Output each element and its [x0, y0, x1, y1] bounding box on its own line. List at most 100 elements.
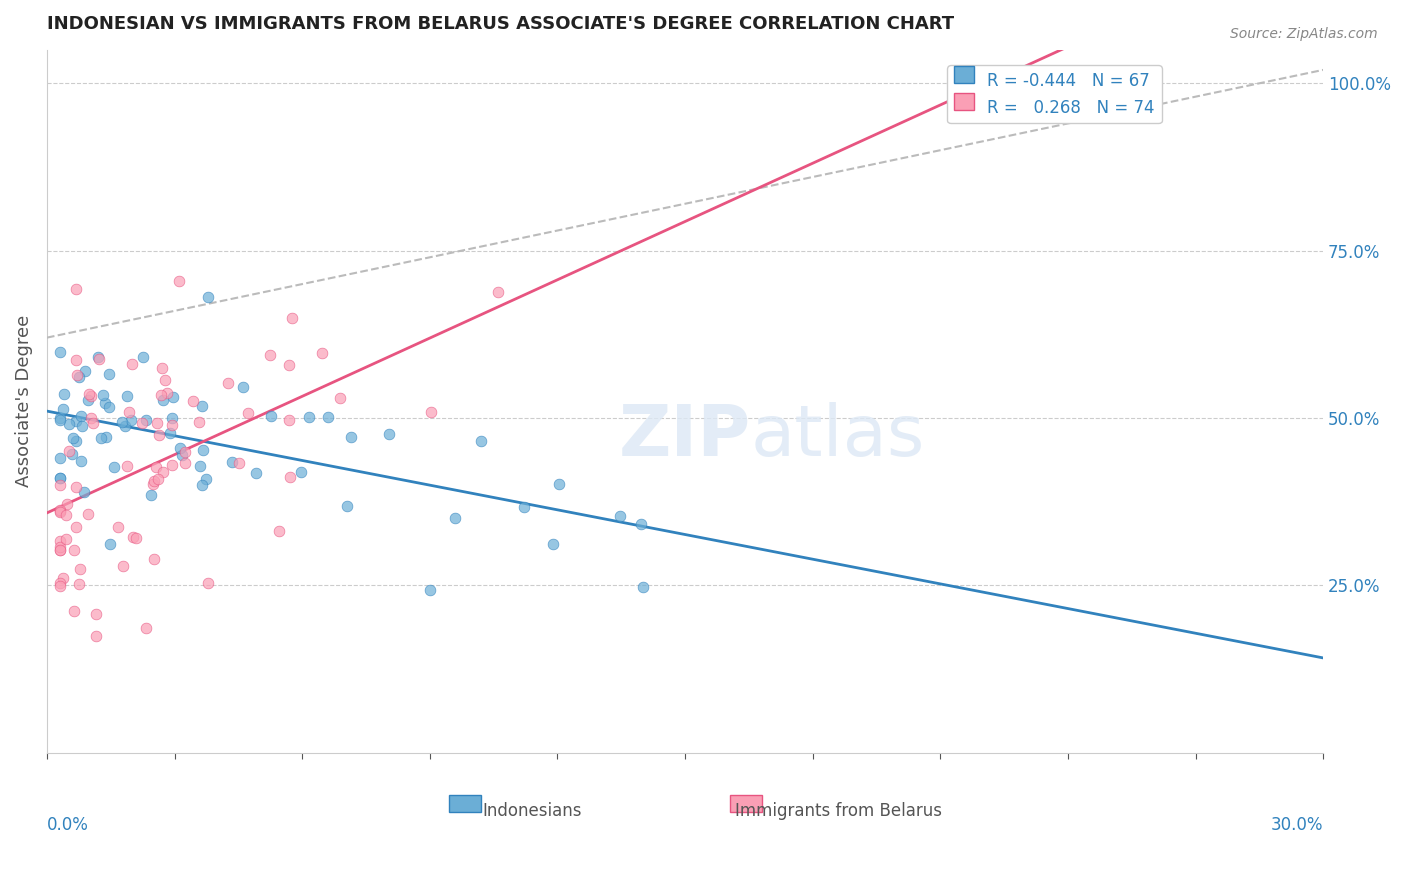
Point: [159, 425, 181, 440]
Point: [97, 367, 120, 381]
Point: [195, 472, 218, 486]
Point: [142, 551, 165, 566]
Point: [149, 387, 172, 401]
Point: [53, 387, 76, 401]
Point: [48, 502, 70, 516]
Point: [444, 511, 467, 525]
Point: [62, 447, 84, 461]
Point: [87, 351, 110, 366]
Point: [58, 444, 80, 458]
Point: [80, 389, 103, 403]
Point: [48, 345, 70, 359]
Point: [259, 348, 281, 362]
Text: Immigrants from Belarus: Immigrants from Belarus: [735, 802, 942, 820]
FancyBboxPatch shape: [449, 795, 481, 813]
Point: [112, 559, 135, 574]
Point: [65, 353, 87, 368]
Text: atlas: atlas: [751, 402, 925, 471]
Point: [58, 417, 80, 432]
Point: [70, 419, 93, 434]
Point: [84, 607, 107, 622]
Point: [90, 431, 112, 445]
Point: [48, 470, 70, 484]
Point: [115, 459, 138, 474]
Point: [197, 290, 219, 304]
Point: [76, 393, 98, 408]
Point: [52, 571, 75, 585]
Point: [135, 412, 157, 426]
Point: [277, 413, 299, 427]
Point: [121, 357, 143, 371]
Point: [630, 516, 652, 531]
Point: [160, 410, 183, 425]
Point: [48, 478, 70, 492]
Point: [142, 474, 165, 488]
Point: [221, 455, 243, 469]
Point: [55, 508, 77, 522]
Point: [48, 505, 70, 519]
Point: [470, 434, 492, 449]
Point: [281, 310, 304, 325]
Point: [609, 509, 631, 524]
Point: [132, 350, 155, 364]
Point: [48, 534, 70, 549]
Point: [73, 484, 96, 499]
Point: [82, 416, 104, 430]
Point: [114, 418, 136, 433]
Point: [267, 524, 290, 538]
Point: [145, 460, 167, 475]
Point: [84, 628, 107, 642]
Point: [188, 415, 211, 429]
Point: [217, 376, 239, 390]
Point: [48, 579, 70, 593]
Point: [541, 537, 564, 551]
Text: Indonesians: Indonesians: [482, 802, 582, 820]
Point: [122, 530, 145, 544]
Text: Source: ZipAtlas.com: Source: ZipAtlas.com: [1230, 27, 1378, 41]
Point: [191, 399, 214, 413]
Point: [69, 562, 91, 576]
Point: [156, 385, 179, 400]
Point: [170, 448, 193, 462]
Point: [236, 406, 259, 420]
Point: [48, 412, 70, 426]
Point: [65, 434, 87, 448]
Point: [65, 414, 87, 428]
Point: [77, 387, 100, 401]
Point: [152, 393, 174, 408]
Point: [232, 379, 254, 393]
Point: [48, 540, 70, 554]
Point: [277, 358, 299, 372]
Point: [297, 410, 319, 425]
Point: [245, 467, 267, 481]
Point: [329, 391, 352, 405]
Point: [336, 500, 359, 514]
Point: [48, 471, 70, 485]
Point: [191, 478, 214, 492]
Point: [486, 285, 509, 299]
Point: [65, 520, 87, 534]
Point: [631, 580, 654, 594]
Point: [142, 477, 165, 491]
Point: [48, 542, 70, 557]
Point: [146, 416, 169, 430]
Point: [111, 415, 134, 429]
Point: [548, 476, 571, 491]
Point: [174, 456, 197, 470]
Point: [80, 411, 103, 425]
Point: [65, 481, 87, 495]
Point: [188, 458, 211, 473]
Point: [197, 576, 219, 591]
Point: [62, 431, 84, 445]
Point: [169, 441, 191, 455]
Point: [193, 442, 215, 457]
Point: [73, 364, 96, 378]
Legend: R = -0.444   N = 67, R =   0.268   N = 74: R = -0.444 N = 67, R = 0.268 N = 74: [948, 65, 1161, 123]
Point: [148, 471, 170, 485]
Point: [513, 500, 536, 515]
Point: [316, 409, 339, 424]
Point: [160, 417, 183, 432]
Point: [91, 388, 114, 402]
Point: [311, 346, 333, 360]
Point: [169, 274, 191, 288]
